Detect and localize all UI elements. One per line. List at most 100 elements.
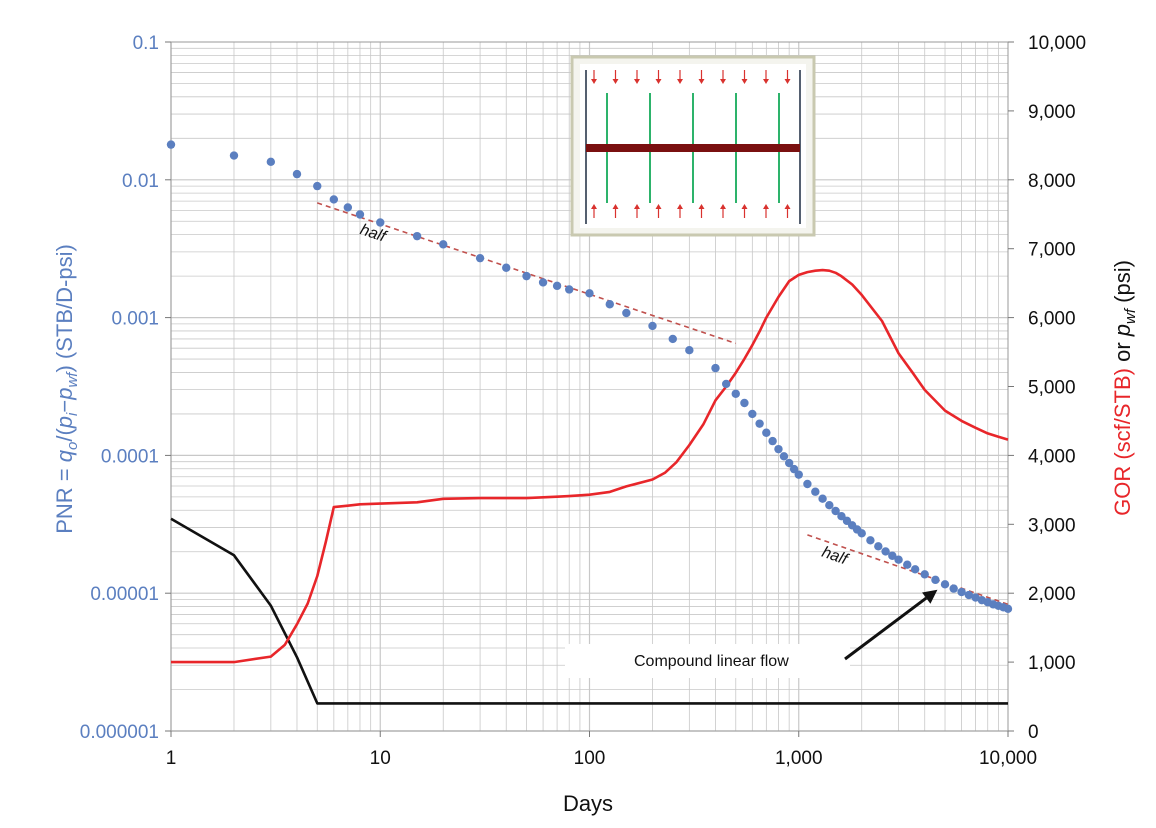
left-axis-ticks: 0.000001 0.00001 0.0001 0.001 0.01 0.1 <box>80 33 171 743</box>
right-tick-label: 4,000 <box>1028 446 1076 467</box>
left-tick-label: 0.0001 <box>101 446 159 467</box>
pnr-point <box>920 570 929 579</box>
right-tick-label: 6,000 <box>1028 309 1076 330</box>
right-tick-label: 10,000 <box>1028 33 1086 54</box>
pnr-point <box>748 409 757 419</box>
pnr-point <box>166 140 176 149</box>
x-tick-label: 1 <box>166 748 177 769</box>
inset-arrowhead-down <box>784 79 791 84</box>
pnr-point <box>894 555 903 564</box>
right-tick-label: 1,000 <box>1028 653 1076 674</box>
pnr-point <box>957 587 966 597</box>
gor-line <box>171 268 1009 664</box>
pnr-point <box>940 580 950 589</box>
pnr-point <box>355 210 365 219</box>
pnr-point <box>502 263 511 272</box>
left-axis-title: PNR = qo/(pi−pwf) (STB/D-psi) <box>52 244 81 534</box>
pnr-point <box>831 506 840 516</box>
right-axis-ticks: 0 1,000 2,000 3,000 4,000 5,000 6,000 7,000 8,00… <box>1008 33 1086 743</box>
pnr-point <box>857 529 866 538</box>
pnr-point <box>439 240 448 249</box>
inset-arrowhead-up <box>784 204 791 209</box>
pnr-point <box>825 501 834 510</box>
inset-arrowhead-up <box>720 204 726 209</box>
pnr-point <box>1003 604 1013 614</box>
pnr-series <box>166 140 1013 614</box>
inset-flow-arrows <box>591 70 791 218</box>
pnr-point <box>585 289 594 298</box>
x-axis-ticks: 1 10 100 1,000 10,000 <box>166 731 1037 769</box>
pnr-point <box>721 379 731 389</box>
left-tick-label: 0.000001 <box>80 722 159 743</box>
pnr-point <box>648 321 657 331</box>
fracture-schematic-inset <box>570 55 816 237</box>
right-tick-label: 7,000 <box>1028 240 1076 261</box>
pnr-point <box>313 181 322 191</box>
pnr-point <box>376 218 385 227</box>
pnr-point <box>837 512 846 521</box>
x-tick-label: 100 <box>574 748 606 769</box>
inset-arrowhead-up <box>634 204 640 209</box>
pnr-point <box>329 195 339 204</box>
pnr-point <box>779 452 789 461</box>
pnr-point <box>931 575 940 585</box>
pnr-point <box>755 419 764 428</box>
pnr-point <box>343 203 353 212</box>
pnr-point <box>622 308 631 318</box>
pnr-point <box>964 590 974 600</box>
inset-arrowhead-down <box>634 79 640 84</box>
pnr-point <box>910 565 920 574</box>
pnr-point <box>866 536 875 545</box>
pnr-point <box>762 428 771 437</box>
x-axis-title: Days <box>563 791 613 816</box>
pnr-point <box>605 300 614 309</box>
pnr-point <box>971 593 980 602</box>
pnr-point <box>774 444 783 454</box>
right-tick-label: 3,000 <box>1028 515 1076 536</box>
compound-linear-flow-annotation: Compound linear flow <box>565 589 938 678</box>
left-tick-label: 0.00001 <box>90 584 159 605</box>
inset-arrowhead-up <box>741 204 748 209</box>
pnr-point <box>949 584 958 593</box>
gor-series <box>171 268 1009 664</box>
inset-arrowhead-up <box>591 204 597 209</box>
pnr-point <box>888 551 897 560</box>
annotation-arrow <box>844 596 928 661</box>
pnr-point <box>229 151 239 160</box>
right-tick-label: 9,000 <box>1028 102 1076 123</box>
x-tick-label: 10,000 <box>979 748 1037 769</box>
pnr-point <box>811 487 820 496</box>
inset-horizontal-well <box>586 144 800 152</box>
pnr-point <box>903 560 912 569</box>
left-tick-label: 0.1 <box>133 33 159 54</box>
x-tick-label: 10 <box>370 748 391 769</box>
half-slope-label: half <box>358 221 389 246</box>
inset-arrowhead-up <box>763 204 769 209</box>
pnr-point <box>768 436 777 446</box>
x-tick-label: 1,000 <box>775 748 823 769</box>
pnr-point <box>711 363 720 373</box>
inset-arrowhead-up <box>677 204 683 209</box>
inset-arrowhead-up <box>612 204 619 209</box>
pnr-point <box>740 398 749 408</box>
inset-arrowhead-down <box>720 79 726 84</box>
pnr-point <box>668 334 677 344</box>
pnr-point <box>412 231 422 241</box>
pnr-point <box>522 271 531 281</box>
right-tick-label: 8,000 <box>1028 171 1076 192</box>
pnr-point <box>685 345 694 355</box>
annotation-arrowhead <box>922 589 938 604</box>
pnr-point <box>552 281 562 291</box>
annotation-label: Compound linear flow <box>634 653 789 670</box>
inset-arrowhead-up <box>698 204 705 209</box>
pnr-point <box>565 285 574 294</box>
pnr-point <box>794 470 803 479</box>
pnr-point <box>266 157 276 167</box>
annotation-background <box>565 644 850 678</box>
pnr-point <box>789 464 799 474</box>
inset-arrowhead-up <box>655 204 662 209</box>
left-tick-label: 0.01 <box>122 171 159 192</box>
inset-arrowhead-down <box>655 79 662 84</box>
right-axis-title: GOR (scf/STB) or pwf (psi) <box>1110 260 1139 516</box>
